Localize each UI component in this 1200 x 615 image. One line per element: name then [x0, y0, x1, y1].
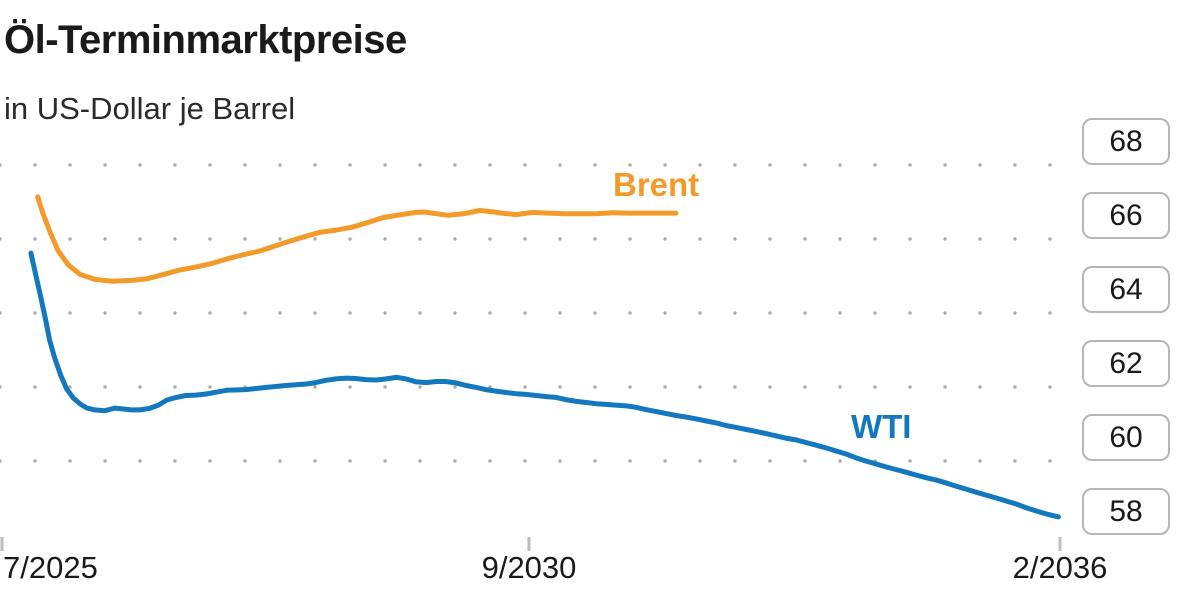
x-axis-tick	[0, 537, 4, 551]
y-axis-label-box: 68	[1082, 118, 1170, 165]
x-axis-tick	[527, 537, 531, 551]
chart-subtitle: in US-Dollar je Barrel	[4, 91, 296, 126]
wti-label: WTI	[851, 408, 912, 445]
grid-dots-layer	[0, 163, 1052, 463]
y-axis-label-box: 64	[1082, 266, 1170, 313]
y-axis-label-box: 62	[1082, 340, 1170, 387]
x-axis-label: 7/2025	[3, 550, 98, 585]
y-axis-label-box: 58	[1082, 488, 1170, 535]
y-axis-label-box: 66	[1082, 192, 1170, 239]
wti-line	[28, 250, 1061, 520]
y-axis-label-box: 60	[1082, 414, 1170, 461]
chart-title: Öl-Terminmarktpreise	[4, 18, 407, 62]
x-axis-tick	[1058, 537, 1062, 551]
brent-line	[35, 194, 679, 284]
brent-label: Brent	[613, 166, 700, 203]
x-axis-label: 2/2036	[1012, 550, 1108, 585]
x-axis-label: 9/2030	[481, 550, 577, 585]
